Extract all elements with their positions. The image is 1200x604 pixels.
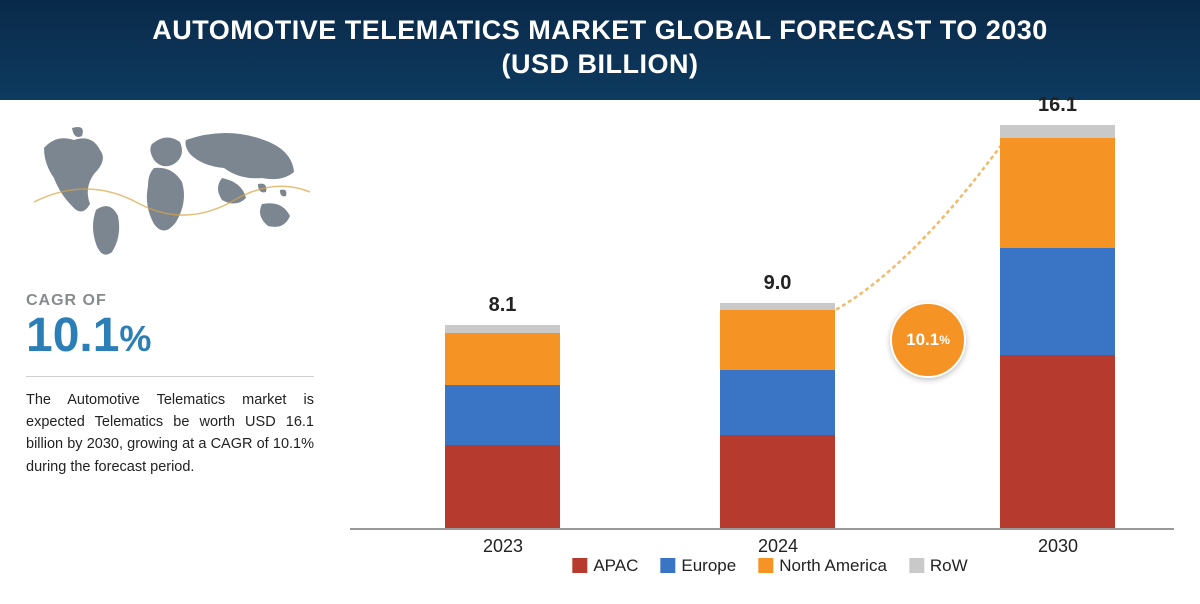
legend-item-north_america: North America <box>758 556 887 576</box>
bar-segment-row <box>720 303 835 311</box>
legend-item-europe: Europe <box>660 556 736 576</box>
legend-item-row: RoW <box>909 556 968 576</box>
growth-badge-value: 10.1 <box>906 330 939 350</box>
legend: APAC Europe North America RoW <box>572 556 967 576</box>
bar-segment-apac <box>1000 355 1115 528</box>
bar-segment-europe <box>1000 248 1115 356</box>
legend-item-apac: APAC <box>572 556 638 576</box>
divider <box>26 376 314 377</box>
bar-segment-north_america <box>720 310 835 370</box>
x-axis-label: 2030 <box>988 536 1128 557</box>
legend-swatch <box>660 558 675 573</box>
bar-segment-north_america <box>445 333 560 386</box>
bar-segment-apac <box>445 445 560 528</box>
legend-label: RoW <box>930 556 968 576</box>
left-panel: CAGR OF 10.1% The Automotive Telematics … <box>0 100 340 604</box>
bar-segment-north_america <box>1000 138 1115 248</box>
growth-badge-pct: % <box>939 333 950 347</box>
cagr-label: CAGR OF <box>26 292 314 310</box>
legend-swatch <box>909 558 924 573</box>
bar-segment-row <box>1000 125 1115 138</box>
x-axis-label: 2024 <box>708 536 848 557</box>
header-banner: AUTOMOTIVE TELEMATICS MARKET GLOBAL FORE… <box>0 0 1200 100</box>
bar-total-label: 8.1 <box>445 294 560 317</box>
bar-segment-europe <box>445 385 560 445</box>
chart-panel: 8.120239.0202416.1203010.1% APAC Europe No… <box>340 100 1200 604</box>
legend-label: North America <box>779 556 887 576</box>
world-map-icon <box>26 120 316 265</box>
cagr-value: 10.1% <box>26 312 314 360</box>
x-axis-label: 2023 <box>433 536 573 557</box>
bar-2024 <box>720 303 835 528</box>
bar-2030 <box>1000 125 1115 528</box>
growth-badge: 10.1% <box>890 302 966 378</box>
body: CAGR OF 10.1% The Automotive Telematics … <box>0 100 1200 604</box>
bar-total-label: 9.0 <box>720 272 835 295</box>
bar-total-label: 16.1 <box>1000 94 1115 117</box>
header-title: AUTOMOTIVE TELEMATICS MARKET GLOBAL FORE… <box>152 15 1048 45</box>
bar-2023 <box>445 325 560 528</box>
cagr-number: 10.1 <box>26 309 119 362</box>
chart-area: 8.120239.0202416.1203010.1% <box>350 110 1174 530</box>
legend-label: APAC <box>593 556 638 576</box>
bar-segment-row <box>445 325 560 333</box>
cagr-pct-sign: % <box>119 318 151 359</box>
legend-label: Europe <box>681 556 736 576</box>
legend-swatch <box>572 558 587 573</box>
description-text: The Automotive Telematics market is expe… <box>26 389 314 479</box>
bar-segment-europe <box>720 370 835 435</box>
header-subtitle: (USD BILLION) <box>502 49 699 79</box>
bar-segment-apac <box>720 435 835 528</box>
legend-swatch <box>758 558 773 573</box>
